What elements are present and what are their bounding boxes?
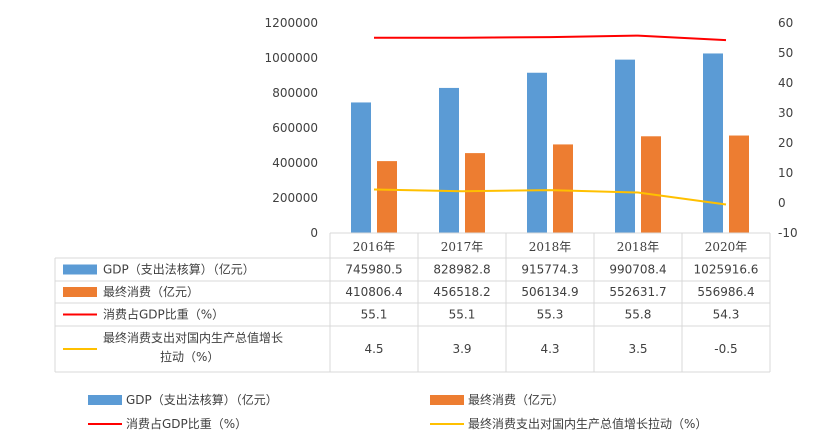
table-cell: 3.5 — [628, 342, 647, 356]
y-right-tick-label: 50 — [778, 46, 793, 60]
bar-consumption — [641, 136, 661, 233]
table-cell: 54.3 — [713, 308, 740, 322]
legend-label: 消费占GDP比重（%） — [126, 416, 247, 431]
bar-consumption — [465, 153, 485, 233]
table-cell: 55.3 — [537, 308, 564, 322]
y-left-tick-label: 0 — [310, 226, 318, 240]
category-label: 2016年 — [353, 240, 396, 254]
line-consumption-share — [374, 34, 727, 42]
table-cell: 552631.7 — [609, 285, 666, 299]
bar-gdp — [351, 102, 371, 233]
table-cell: 1025916.6 — [694, 263, 759, 277]
table-cell: 4.5 — [364, 342, 383, 356]
y-right-tick-label: 0 — [778, 196, 786, 210]
legend-label: 最终消费支出对国内生产总值增长拉动（%） — [468, 416, 707, 431]
y-left-tick-label: 1200000 — [265, 16, 318, 30]
y-right-tick-label: 20 — [778, 136, 793, 150]
lines — [373, 34, 727, 206]
y-right-tick-label: 60 — [778, 16, 793, 30]
bar-consumption — [729, 135, 749, 233]
bar-consumption — [377, 161, 397, 233]
y-right-tick-label: -10 — [778, 226, 798, 240]
bar-gdp — [439, 87, 459, 233]
table-cell: 55.8 — [625, 308, 652, 322]
bars — [351, 53, 749, 233]
category-label: 2020年 — [705, 240, 748, 254]
bar-gdp — [615, 59, 635, 233]
legend-label: 最终消费（亿元） — [468, 392, 564, 407]
table-cell: 4.3 — [540, 342, 559, 356]
legend-swatch — [88, 395, 122, 405]
category-label: 2018年 — [617, 240, 660, 254]
y-left-tick-label: 600000 — [272, 121, 318, 135]
table-cell: 556986.4 — [697, 285, 754, 299]
table-row-label: 拉动（%） — [160, 349, 219, 364]
table-cell: 55.1 — [361, 308, 388, 322]
axes: 0 200000 400000 600000 800000 1000000 1200000 -… — [265, 16, 798, 240]
table-cell: 990708.4 — [609, 263, 666, 277]
table-cell: 3.9 — [452, 342, 471, 356]
bar-gdp — [527, 72, 547, 233]
table-cell: 828982.8 — [433, 263, 490, 277]
y-left-tick-label: 400000 — [272, 156, 318, 170]
y-left-tick-label: 800000 — [272, 86, 318, 100]
y-left-tick-label: 200000 — [272, 191, 318, 205]
data-table: 2016年 2017年 2018年 2018年 2020年 GDP（支出法核算）（亿元） 7… — [54, 232, 771, 373]
y-left-tick-label: 1000000 — [265, 51, 318, 65]
category-label: 2017年 — [441, 240, 484, 254]
table-row-label: 最终消费支出对国内生产总值增长 — [103, 330, 283, 345]
table-cell: 55.1 — [449, 308, 476, 322]
table-row-label: GDP（支出法核算）（亿元） — [103, 262, 255, 277]
category-label: 2018年 — [529, 240, 572, 254]
bar-consumption — [553, 144, 573, 233]
table-cell: 456518.2 — [433, 285, 490, 299]
y-right-tick-label: 30 — [778, 106, 793, 120]
table-cell: 410806.4 — [345, 285, 402, 299]
table-cell: 915774.3 — [521, 263, 578, 277]
legend-label: GDP（支出法核算）（亿元） — [126, 392, 278, 407]
table-cell: -0.5 — [714, 342, 737, 356]
line-growth-contribution — [373, 188, 727, 206]
bar-gdp — [703, 53, 723, 233]
legend: GDP（支出法核算）（亿元） 最终消费（亿元） 消费占GDP比重（%） 最终消费支出对… — [88, 392, 707, 431]
table-cell: 745980.5 — [345, 263, 402, 277]
table-cell: 506134.9 — [521, 285, 578, 299]
table-row-swatch — [63, 264, 97, 275]
legend-swatch — [430, 395, 464, 405]
table-row-label: 最终消费（亿元） — [103, 284, 199, 299]
table-row-label: 消费占GDP比重（%） — [103, 307, 224, 322]
y-right-tick-label: 40 — [778, 76, 793, 90]
y-right-tick-label: 10 — [778, 166, 793, 180]
table-row-swatch — [63, 287, 97, 297]
